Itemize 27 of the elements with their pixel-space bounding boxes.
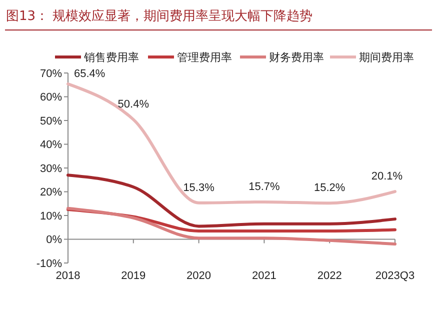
y-tick-label: 10% — [40, 210, 62, 222]
y-tick-label: -10% — [36, 258, 62, 270]
x-tick-label: 2023Q3 — [375, 270, 415, 282]
data-label: 65.4% — [74, 68, 106, 80]
y-tick-label: 60% — [40, 92, 62, 104]
x-tick-label: 2022 — [317, 270, 342, 282]
y-tick-label: 40% — [40, 139, 62, 152]
data-label: 15.3% — [183, 182, 215, 194]
data-label: 20.1% — [371, 170, 403, 183]
y-tick-label: 50% — [40, 115, 62, 128]
legend-label: 管理费用率 — [177, 50, 232, 64]
data-label: 15.7% — [248, 180, 280, 193]
legend-label: 财务费用率 — [269, 50, 324, 64]
data-label: 50.4% — [118, 98, 150, 111]
chart-title: 图13： 规模效应显著，期间费用率呈现大幅下降趋势 — [6, 8, 313, 24]
y-tick-label: 20% — [40, 186, 62, 199]
x-tick-label: 2020 — [186, 270, 212, 282]
line-series — [66, 206, 396, 246]
x-tick-label: 2021 — [252, 270, 276, 282]
y-tick-label: 70% — [40, 68, 62, 80]
legend-label: 期间费用率 — [359, 50, 414, 64]
x-tick-label: 2019 — [121, 270, 146, 282]
y-tick-label: 0% — [46, 234, 62, 246]
data-label: 15.2% — [314, 182, 346, 194]
x-tick-label: 2018 — [56, 270, 80, 282]
y-tick-label: 30% — [40, 162, 62, 175]
legend-label: 销售费用率 — [83, 50, 139, 64]
